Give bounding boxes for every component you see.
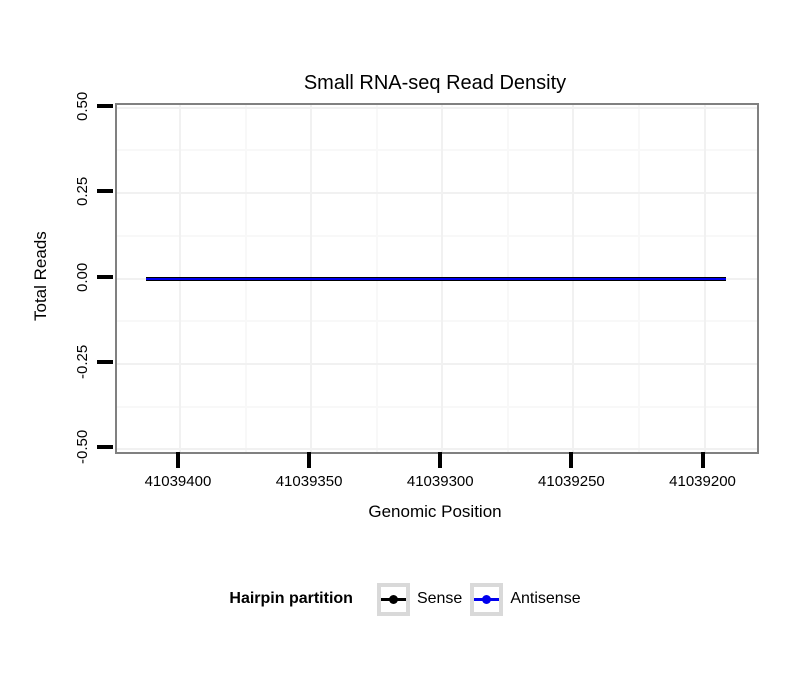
grid-minor-h (117, 234, 757, 237)
x-tick-label: 41039200 (669, 473, 736, 490)
x-tick-mark (307, 452, 312, 468)
legend-entry-sense: Sense (376, 582, 463, 616)
x-tick-label: 41039400 (144, 473, 212, 490)
y-tick-mark (97, 274, 113, 279)
grid-major-h (117, 106, 757, 109)
x-tick-label: 41039250 (538, 473, 605, 490)
x-axis-title: Genomic Position (368, 502, 502, 521)
x-tick-label: 41039350 (275, 473, 343, 490)
y-tick-mark (97, 359, 113, 364)
legend-label: Sense (416, 590, 463, 607)
plot-panel (115, 103, 759, 454)
grid-minor-h (117, 405, 757, 408)
legend-label: Antisense (510, 590, 581, 607)
legend-key-point-icon (388, 594, 398, 604)
legend-entry-antisense: Antisense (470, 582, 581, 616)
legend-key-antisense (470, 582, 504, 616)
series-line-antisense (145, 277, 726, 280)
grid-minor-h (117, 149, 757, 152)
y-tick-label: -0.25 (74, 344, 91, 379)
grid-major-h (117, 448, 757, 451)
legend-key-point-icon (482, 594, 492, 604)
y-tick-label: 0.50 (74, 91, 91, 121)
legend: Hairpin partition Sense Antisense (0, 580, 810, 618)
y-tick-mark (97, 445, 113, 450)
y-tick-mark (97, 103, 113, 108)
y-tick-label: -0.50 (74, 430, 91, 465)
legend-key-sense (376, 582, 410, 616)
y-axis-title: Total Reads (31, 231, 50, 322)
y-tick-label: 0.00 (74, 261, 91, 292)
grid-major-h (117, 192, 757, 195)
legend-title: Hairpin partition (229, 590, 353, 607)
grid-major-h (117, 362, 757, 365)
y-tick-mark (97, 189, 113, 194)
x-tick-mark (175, 452, 180, 468)
x-tick-label: 41039300 (406, 473, 474, 490)
x-tick-mark (569, 452, 574, 468)
y-tick-label: 0.25 (74, 176, 91, 206)
grid-minor-h (117, 320, 757, 323)
x-tick-mark (438, 452, 443, 468)
chart-title: Small RNA-seq Read Density (303, 72, 567, 94)
x-tick-mark (700, 452, 705, 468)
